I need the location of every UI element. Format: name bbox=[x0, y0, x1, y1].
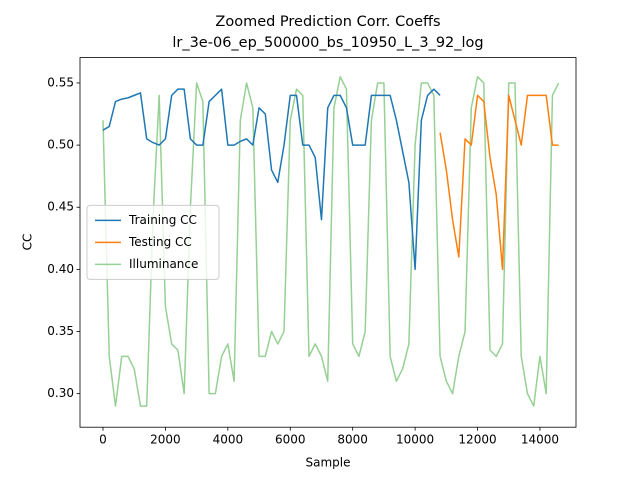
x-tick-label: 0 bbox=[99, 433, 107, 447]
series-line bbox=[439, 94, 559, 271]
y-tick-label: 0.35 bbox=[47, 324, 74, 338]
chart-title: Zoomed Prediction Corr. Coeffs bbox=[215, 14, 440, 30]
x-tick-label: 12000 bbox=[458, 433, 496, 447]
legend: Training CC Testing CC Illuminance bbox=[86, 204, 220, 280]
x-tick-label: 4000 bbox=[213, 433, 244, 447]
y-axis-label: CC bbox=[21, 234, 35, 251]
y-tick-label: 0.45 bbox=[47, 200, 74, 214]
y-tick-label: 0.40 bbox=[47, 262, 74, 276]
x-tick-label: 6000 bbox=[275, 433, 306, 447]
plot-frame bbox=[79, 57, 577, 428]
chart-subtitle: lr_3e-06_ep_500000_bs_10950_L_3_92_log bbox=[172, 35, 483, 51]
y-tick-label: 0.50 bbox=[47, 138, 74, 152]
x-tick-label: 8000 bbox=[337, 433, 368, 447]
legend-label: Training CC bbox=[128, 213, 197, 227]
x-tick-label: 14000 bbox=[521, 433, 559, 447]
x-tick-label: 2000 bbox=[150, 433, 181, 447]
y-tick-label: 0.55 bbox=[47, 75, 74, 89]
x-axis-label: Sample bbox=[306, 456, 351, 470]
series-line bbox=[102, 75, 560, 407]
x-tick-label: 10000 bbox=[396, 433, 434, 447]
y-tick-label: 0.30 bbox=[47, 386, 74, 400]
legend-label: Illuminance bbox=[129, 257, 198, 271]
series-line bbox=[102, 88, 441, 271]
legend-label: Testing CC bbox=[128, 235, 192, 249]
legend-box bbox=[86, 204, 220, 280]
